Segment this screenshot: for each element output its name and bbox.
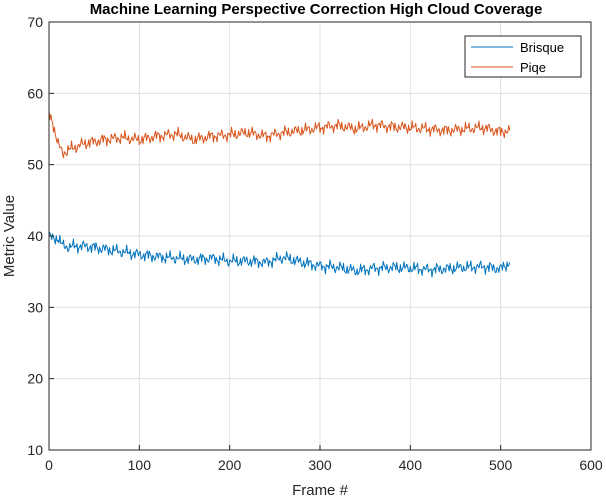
series-layer <box>48 110 511 278</box>
y-tick-label: 40 <box>27 228 43 244</box>
x-tick-label: 0 <box>45 457 53 473</box>
x-axis-label: Frame # <box>292 482 349 498</box>
y-axis-label: Metric Value <box>1 195 18 277</box>
series-line-brisque <box>48 232 511 278</box>
y-tick-label: 70 <box>27 14 43 30</box>
chart-title: Machine Learning Perspective Correction … <box>90 1 543 18</box>
y-tick-label: 10 <box>27 442 43 458</box>
legend-label-piqe: Piqe <box>520 60 546 75</box>
x-tick-label: 300 <box>308 457 332 473</box>
x-tick-label: 400 <box>399 457 423 473</box>
x-tick-label: 200 <box>218 457 242 473</box>
y-tick-label: 50 <box>27 157 43 173</box>
legend: Brisque Piqe <box>464 35 582 78</box>
y-tick-label: 30 <box>27 299 43 315</box>
x-tick-label: 600 <box>579 457 603 473</box>
x-tick-label: 100 <box>128 457 152 473</box>
y-tick-label: 60 <box>27 85 43 101</box>
axis-ticks: 0 100 200 300 400 500 600 10 20 30 40 50 60 70 <box>27 14 602 473</box>
series-line-piqe <box>48 110 511 159</box>
x-tick-label: 500 <box>489 457 513 473</box>
y-tick-label: 20 <box>27 371 43 387</box>
legend-box <box>464 35 582 78</box>
legend-label-brisque: Brisque <box>520 40 564 55</box>
